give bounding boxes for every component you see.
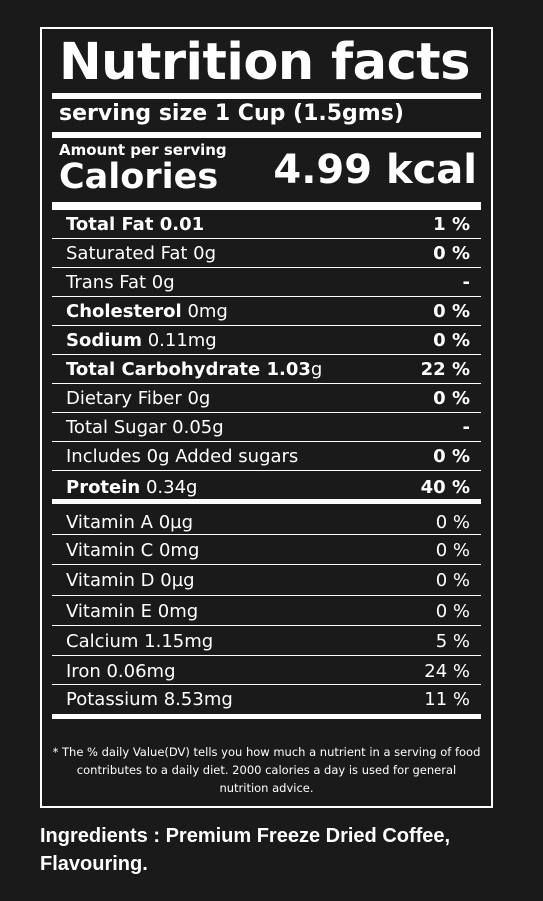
vitamin-row-c: Vitamin C 0mg 0 %	[52, 535, 481, 565]
calories-label: Calories	[59, 157, 219, 197]
vitamin-dv: 0 %	[435, 601, 470, 622]
nutrient-row-total-carbohydrate: Total Carbohydrate 1.03g 22 %	[52, 355, 481, 384]
nutrient-dv: 0 %	[433, 301, 470, 322]
nutrient-label: Sodium 0.11mg	[66, 330, 217, 351]
daily-value-footnote: * The % daily Value(DV) tells you how mu…	[52, 745, 481, 795]
vitamin-dv: 5 %	[435, 631, 470, 652]
vitamin-row-a: Vitamin A 0µg 0 %	[52, 504, 481, 535]
nutrient-table: Total Fat 0.01 1 % Saturated Fat 0g 0 % …	[52, 210, 481, 719]
vitamin-row-potassium: Potassium 8.53mg 11 %	[52, 685, 481, 719]
nutrient-row-total-fat: Total Fat 0.01 1 %	[52, 210, 481, 239]
nutrient-row-saturated-fat: Saturated Fat 0g 0 %	[52, 239, 481, 268]
nutrient-dv: -	[462, 272, 470, 293]
nutrition-title: Nutrition facts	[59, 33, 471, 92]
amount-per-serving: Amount per serving	[59, 141, 227, 159]
nutrient-dv: -	[462, 417, 470, 438]
nutrient-dv: 0 %	[433, 330, 470, 351]
vitamin-dv: 0 %	[435, 540, 470, 561]
nutrient-row-dietary-fiber: Dietary Fiber 0g 0 %	[52, 384, 481, 413]
serving-size: serving size 1 Cup (1.5gms)	[59, 101, 404, 126]
title-divider	[52, 93, 481, 99]
nutrient-label: Total Carbohydrate 1.03g	[66, 359, 323, 380]
ingredients-text: Ingredients : Premium Freeze Dried Coffe…	[40, 825, 451, 875]
vitamin-label: Vitamin A 0µg	[66, 512, 194, 533]
vitamin-row-d: Vitamin D 0µg 0 %	[52, 565, 481, 596]
nutrient-dv: 1 %	[433, 214, 470, 235]
calories-value: 4.99 kcal	[273, 147, 477, 193]
nutrient-label: Total Fat 0.01	[66, 214, 205, 235]
nutrient-row-protein: Protein 0.34g 40 %	[52, 471, 481, 504]
vitamin-label: Vitamin E 0mg	[66, 601, 199, 622]
nutrient-label: Cholesterol 0mg	[66, 301, 228, 322]
serving-divider	[52, 132, 481, 138]
nutrient-label: Dietary Fiber 0g	[66, 388, 211, 409]
nutrient-row-added-sugars: Includes 0g Added sugars 0 %	[52, 442, 481, 471]
vitamin-dv: 24 %	[424, 661, 470, 682]
nutrient-dv: 22 %	[420, 359, 470, 380]
nutrient-row-cholesterol: Cholesterol 0mg 0 %	[52, 297, 481, 326]
nutrient-row-total-sugar: Total Sugar 0.05g -	[52, 413, 481, 442]
vitamin-dv: 0 %	[435, 512, 470, 533]
nutrient-label: Includes 0g Added sugars	[66, 446, 299, 467]
nutrient-label: Trans Fat 0g	[66, 272, 175, 293]
nutrient-dv: 0 %	[433, 446, 470, 467]
calories-divider	[52, 202, 481, 210]
nutrient-dv: 40 %	[420, 477, 470, 498]
vitamin-row-iron: Iron 0.06mg 24 %	[52, 656, 481, 685]
nutrient-dv: 0 %	[433, 388, 470, 409]
vitamin-label: Potassium 8.53mg	[66, 689, 233, 710]
nutrient-row-trans-fat: Trans Fat 0g -	[52, 268, 481, 297]
vitamin-dv: 11 %	[424, 689, 470, 710]
vitamin-label: Iron 0.06mg	[66, 661, 176, 682]
vitamin-row-e: Vitamin E 0mg 0 %	[52, 596, 481, 626]
nutrient-label: Total Sugar 0.05g	[66, 417, 224, 438]
vitamin-dv: 0 %	[435, 570, 470, 591]
vitamin-label: Calcium 1.15mg	[66, 631, 214, 652]
nutrient-label: Protein 0.34g	[66, 477, 198, 498]
vitamin-label: Vitamin D 0µg	[66, 570, 195, 591]
nutrient-label: Saturated Fat 0g	[66, 243, 217, 264]
nutrient-row-sodium: Sodium 0.11mg 0 %	[52, 326, 481, 355]
vitamin-row-calcium: Calcium 1.15mg 5 %	[52, 626, 481, 656]
vitamin-label: Vitamin C 0mg	[66, 540, 200, 561]
nutrient-dv: 0 %	[433, 243, 470, 264]
nutrition-facts-panel: Nutrition facts serving size 1 Cup (1.5g…	[40, 27, 493, 808]
